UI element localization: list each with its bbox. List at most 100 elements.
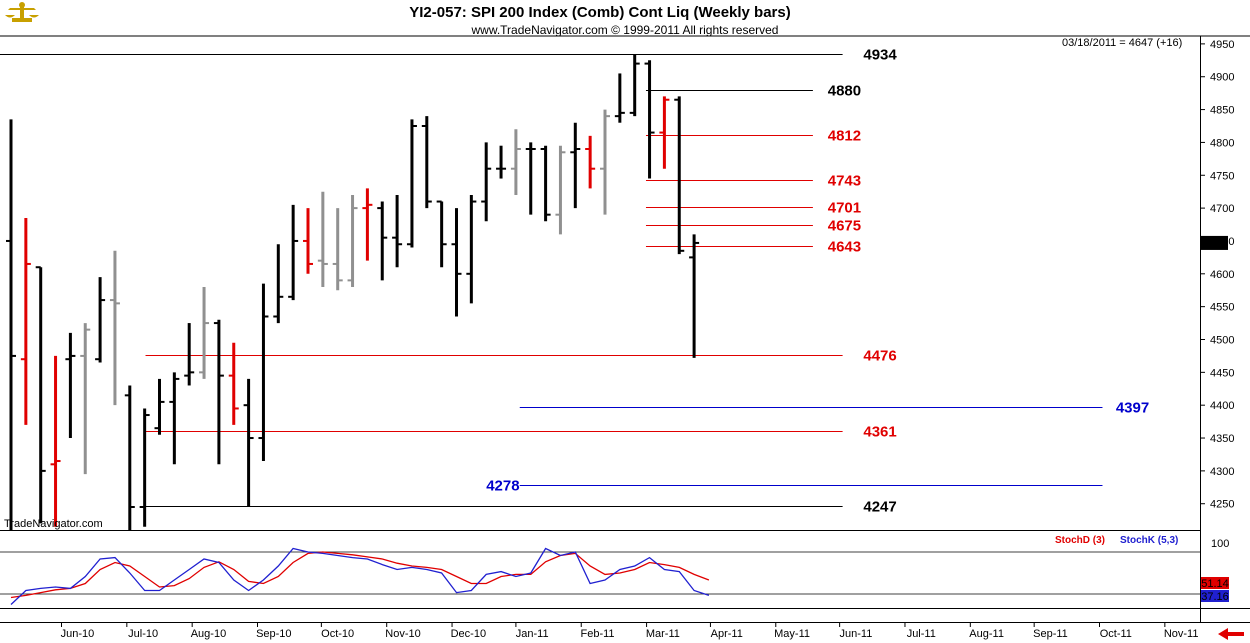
stochastic-lines bbox=[0, 547, 1200, 605]
level-label: 4812 bbox=[828, 128, 861, 145]
ohlc-bar bbox=[6, 119, 16, 530]
y-tick-label: 4800 bbox=[1210, 137, 1234, 149]
ohlc-bar bbox=[258, 283, 269, 462]
ohlc-bar bbox=[689, 234, 700, 358]
stoch-k-readout-bg bbox=[1201, 590, 1229, 602]
ohlc-bar bbox=[451, 208, 462, 317]
ohlc-bar bbox=[674, 96, 685, 255]
x-tick-label: Sep-10 bbox=[256, 628, 291, 640]
stoch-d-line bbox=[10, 551, 710, 599]
ohlc-bar bbox=[169, 372, 180, 465]
x-tick-label: Mar-11 bbox=[646, 628, 680, 640]
y-tick-label: 4350 bbox=[1210, 433, 1234, 445]
ohlc-bar bbox=[35, 266, 46, 524]
x-tick-label: Oct-10 bbox=[321, 628, 354, 640]
x-axis: Jun-10 Jul-10 Aug-10 Sep-10 Oct-10 Nov-10 Dec-… bbox=[61, 622, 1199, 640]
ohlc-bar bbox=[481, 142, 492, 222]
level-label: 4701 bbox=[828, 200, 861, 217]
y-tick-label: 4900 bbox=[1210, 72, 1234, 84]
copyright-text: www.TradeNavigator.com © 1999-2011 All r… bbox=[471, 23, 779, 37]
stoch-d-readout: 51.14 bbox=[1201, 578, 1229, 590]
ohlc-bar bbox=[347, 194, 358, 287]
ohlc-bar bbox=[154, 378, 165, 435]
ohlc-bar bbox=[659, 96, 670, 169]
ohlc-bar bbox=[644, 60, 655, 179]
logo-icon bbox=[5, 2, 39, 22]
ohlc-bar bbox=[496, 145, 507, 179]
x-tick-label: Apr-11 bbox=[711, 628, 743, 640]
ohlc-bar bbox=[139, 408, 150, 527]
y-tick-label: 4600 bbox=[1210, 269, 1234, 281]
x-tick-label: Jul-10 bbox=[128, 628, 158, 640]
stoch-k-readout: 37.16 bbox=[1201, 591, 1229, 603]
left-arrow-icon[interactable] bbox=[1212, 625, 1250, 643]
level-label: 4880 bbox=[828, 83, 861, 100]
ohlc-bar bbox=[50, 355, 61, 527]
level-label: 4278 bbox=[486, 478, 519, 495]
y-tick-label: 4500 bbox=[1210, 334, 1234, 346]
level-label: 4476 bbox=[863, 348, 896, 365]
stoch-d-readout-bg bbox=[1201, 577, 1229, 589]
x-tick-label: Nov-11 bbox=[1164, 628, 1199, 640]
ohlc-bar bbox=[614, 73, 625, 123]
level-label: 4361 bbox=[863, 424, 896, 441]
price-bars bbox=[6, 54, 700, 530]
ohlc-bar bbox=[525, 142, 536, 215]
y-tick-label: 4250 bbox=[1210, 499, 1234, 511]
ohlc-bar bbox=[184, 323, 195, 386]
level-label: 4934 bbox=[863, 47, 897, 64]
ohlc-bar bbox=[288, 204, 299, 301]
y-tick-label: 4300 bbox=[1210, 466, 1234, 478]
ohlc-bar bbox=[436, 200, 447, 268]
price-panel bbox=[0, 35, 1250, 623]
ohlc-bar bbox=[95, 277, 106, 363]
ohlc-bar bbox=[555, 145, 566, 235]
x-tick-label: Sep-11 bbox=[1033, 628, 1068, 640]
ohlc-bar bbox=[199, 286, 210, 379]
stoch-d-legend: StochD (3) bbox=[1055, 535, 1105, 546]
y-axis: 4250430043504400445045004550460046504700… bbox=[1200, 39, 1234, 511]
x-tick-label: Jun-10 bbox=[61, 628, 95, 640]
y-tick-label: 4850 bbox=[1210, 105, 1234, 117]
x-tick-label: Jan-11 bbox=[516, 628, 549, 640]
stoch-k-line bbox=[10, 547, 710, 605]
y-tick-label: 4400 bbox=[1210, 400, 1234, 412]
x-tick-label: Nov-10 bbox=[385, 628, 420, 640]
y-tick-label: 4750 bbox=[1210, 170, 1234, 182]
watermark-text: TradeNavigator.com bbox=[4, 518, 103, 530]
x-tick-label: Aug-11 bbox=[969, 628, 1004, 640]
ohlc-bar bbox=[392, 194, 403, 268]
x-tick-label: Aug-10 bbox=[191, 628, 226, 640]
level-label: 4247 bbox=[863, 499, 896, 516]
ohlc-bar bbox=[213, 319, 224, 465]
x-tick-label: Jun-11 bbox=[840, 628, 873, 640]
ohlc-bar bbox=[228, 342, 239, 425]
level-label: 4397 bbox=[1116, 400, 1149, 417]
level-label: 4743 bbox=[828, 173, 861, 190]
x-tick-label: Feb-11 bbox=[581, 628, 615, 640]
stoch-k-legend: StochK (5,3) bbox=[1120, 535, 1178, 546]
ohlc-bar bbox=[377, 201, 388, 281]
y-tick-label: 4550 bbox=[1210, 302, 1234, 314]
price-tag: 4647 bbox=[1201, 235, 1228, 250]
stoch-top-tick: 100 bbox=[1211, 538, 1229, 550]
ohlc-bar bbox=[540, 145, 551, 222]
x-tick-label: Dec-10 bbox=[451, 628, 486, 640]
ohlc-bar bbox=[466, 194, 477, 304]
ohlc-bar bbox=[406, 119, 417, 248]
chart-title: YI2-057: SPI 200 Index (Comb) Cont Liq (… bbox=[409, 4, 790, 21]
ohlc-bar bbox=[243, 378, 254, 508]
y-tick-label: 4950 bbox=[1210, 39, 1234, 51]
ohlc-bar bbox=[109, 250, 120, 406]
x-tick-label: Oct-11 bbox=[1100, 628, 1132, 640]
x-tick-label: Jul-11 bbox=[907, 628, 936, 640]
ohlc-bar bbox=[332, 208, 343, 291]
ohlc-bar bbox=[570, 122, 581, 209]
ohlc-bar bbox=[421, 116, 432, 209]
ohlc-bar bbox=[629, 54, 640, 117]
price-tag-value: 4647 bbox=[1202, 238, 1226, 250]
ohlc-bar bbox=[510, 129, 521, 195]
ohlc-bar bbox=[20, 217, 31, 425]
